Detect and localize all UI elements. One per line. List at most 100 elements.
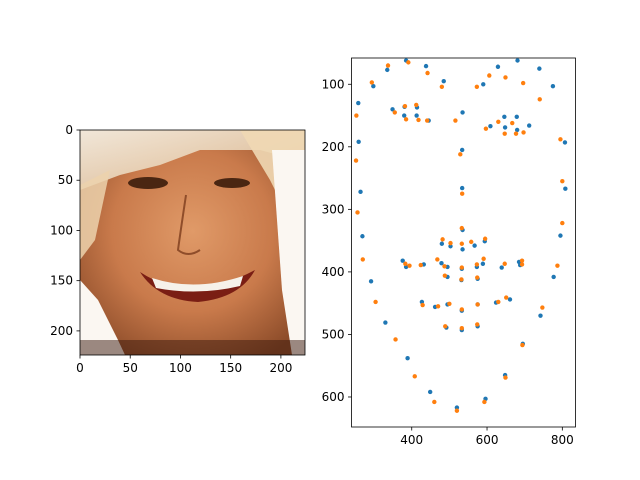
scatter-point — [514, 127, 520, 133]
scatter-point — [454, 408, 460, 413]
scatter-point — [425, 70, 430, 76]
scatter-point — [385, 67, 390, 73]
scatter-point — [459, 147, 465, 153]
scatter-point — [507, 297, 513, 302]
scatter-point — [400, 258, 405, 263]
scatter-point — [439, 260, 444, 266]
scatter-point — [360, 257, 365, 262]
scatter-point — [502, 125, 508, 130]
x-tick-label: 150 — [219, 361, 242, 375]
scatter-point — [560, 179, 565, 184]
scatter-point — [482, 236, 488, 241]
scatter-point — [480, 261, 486, 266]
scatter-point — [519, 258, 525, 263]
y-tick-label: 200 — [322, 140, 345, 154]
scatter-point — [474, 84, 480, 89]
scatter-point — [482, 399, 487, 405]
x-tick-label: 600 — [476, 433, 499, 447]
scatter-point — [472, 243, 477, 248]
face-image — [80, 130, 305, 355]
scatter-point — [487, 73, 492, 78]
scatter-point — [406, 60, 411, 65]
scatter-point — [481, 82, 486, 87]
scatter-point — [402, 113, 407, 118]
scatter-point — [519, 262, 525, 267]
scatter-axes: 400 600 800 100 200 300 400 500 600 — [322, 57, 576, 447]
scatter-point — [360, 234, 365, 239]
scatter-point — [562, 140, 568, 145]
scatter-point — [538, 313, 543, 318]
scatter-point — [459, 325, 465, 331]
scatter-point — [448, 240, 453, 246]
scatter-point — [555, 263, 560, 268]
x-tick-label: 50 — [123, 361, 138, 375]
scatter-point — [403, 261, 408, 266]
scatter-point — [385, 63, 391, 68]
scatter-point — [356, 139, 361, 145]
scatter-point — [435, 257, 440, 262]
scatter-point — [475, 322, 480, 327]
scatter-point — [402, 103, 408, 109]
scatter-point — [423, 63, 429, 69]
scatter-point — [447, 301, 452, 306]
scatter-point — [503, 75, 508, 80]
y-tick-label: 300 — [322, 202, 345, 216]
scatter-point — [403, 117, 409, 122]
scatter-point — [459, 265, 465, 270]
scatter-point — [358, 189, 363, 195]
scatter-point — [499, 265, 504, 270]
scatter-point — [496, 119, 501, 124]
scatter-point — [432, 399, 437, 405]
scatter-point — [392, 110, 397, 115]
scatter-axes-frame — [351, 57, 576, 428]
scatter-point — [383, 320, 388, 325]
scatter-point — [414, 102, 419, 108]
scatter-point — [481, 256, 486, 261]
scatter-point — [459, 185, 465, 191]
scatter-point — [354, 113, 359, 118]
scatter-point — [502, 261, 507, 266]
y-tick-label: 50 — [58, 173, 73, 187]
scatter-point — [373, 299, 378, 305]
x-tick-label: 200 — [269, 361, 292, 375]
scatter-series-2 — [353, 60, 565, 413]
scatter-point — [407, 263, 412, 268]
scatter-point — [510, 120, 515, 126]
y-tick-label: 600 — [322, 390, 345, 404]
scatter-point — [368, 279, 374, 284]
scatter-point — [513, 131, 519, 136]
x-tick-label: 0 — [76, 361, 84, 375]
scatter-point — [551, 274, 556, 280]
scatter-point — [502, 131, 507, 136]
scatter-point — [439, 241, 445, 246]
scatter-point — [459, 241, 465, 246]
scatter-point — [420, 302, 425, 308]
scatter-point — [483, 126, 489, 131]
scatter-point — [371, 83, 376, 89]
scatter-point — [469, 239, 474, 245]
scatter-point — [459, 307, 465, 312]
x-tick-label: 400 — [400, 433, 423, 447]
scatter-point — [504, 295, 509, 300]
x-tick-label: 800 — [551, 433, 574, 447]
scatter-point — [474, 262, 480, 267]
scatter-point — [459, 191, 465, 196]
scatter-point — [442, 273, 448, 278]
scatter-point — [441, 78, 446, 84]
scatter-point — [520, 80, 526, 86]
scatter-point — [550, 83, 556, 89]
scatter-point — [356, 100, 361, 106]
image-axes-frame — [79, 129, 306, 356]
scatter-point — [526, 123, 532, 128]
scatter-point — [540, 305, 545, 310]
scatter-point — [459, 225, 465, 231]
scatter-series-1 — [356, 58, 568, 410]
scatter-point — [521, 130, 526, 135]
scatter-point — [459, 277, 464, 282]
scatter-point — [520, 342, 525, 348]
scatter-point — [443, 324, 448, 329]
scatter-point — [475, 302, 480, 307]
y-tick-label: 150 — [50, 274, 73, 288]
scatter-point — [460, 110, 465, 115]
